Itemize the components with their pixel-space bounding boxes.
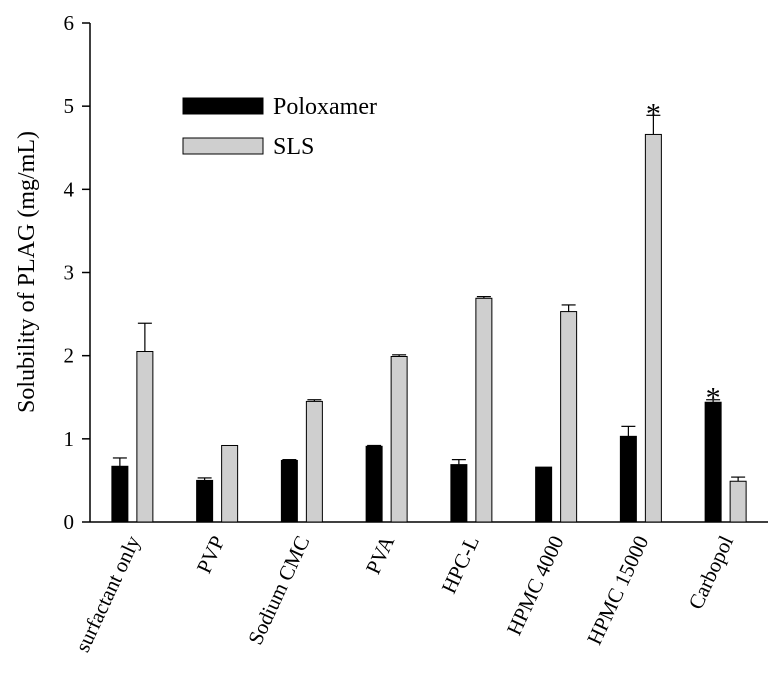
bar: [450, 464, 468, 523]
bars: **: [111, 97, 747, 523]
y-tick-label: 0: [64, 510, 75, 534]
bar: [729, 480, 747, 523]
category-label: HPMC 15000: [582, 532, 653, 648]
category-label: PVP: [192, 532, 230, 577]
legend-label: Poloxamer: [273, 94, 377, 120]
bar: [365, 445, 383, 523]
bar: [196, 479, 214, 523]
bar: [221, 444, 239, 523]
legend-label: SLS: [273, 134, 314, 160]
y-tick-label: 1: [64, 427, 75, 451]
category-label: PVA: [361, 531, 400, 578]
bar: [111, 465, 129, 523]
significance-marker: *: [646, 97, 661, 130]
legend-swatch: [182, 137, 264, 155]
category-labels: surfactant only PVP Sodium CMC PVA HPC-L HPMC…: [70, 531, 738, 656]
category-label: HPC-L: [437, 532, 484, 597]
bar: [704, 401, 722, 523]
bar: [280, 459, 298, 523]
y-tick-label: 4: [64, 177, 75, 201]
y-axis: 0 1 2 3 4 5 6: [64, 11, 91, 534]
bar: [644, 133, 662, 523]
category-label: surfactant only: [70, 532, 145, 656]
bar: [305, 400, 323, 523]
bar: [390, 355, 408, 523]
bar: [475, 297, 493, 523]
bar: [619, 435, 637, 523]
y-tick-label: 6: [64, 11, 75, 35]
category-label: Carbopol: [683, 532, 738, 613]
significance-marker: *: [706, 382, 721, 415]
legend-swatch: [182, 97, 264, 115]
category-label: Sodium CMC: [243, 532, 314, 648]
y-tick-label: 2: [64, 344, 75, 368]
y-tick-label: 3: [64, 261, 75, 285]
bar: [535, 466, 553, 523]
y-axis-title: Solubility of PLAG (mg/mL): [14, 131, 40, 413]
category-label: HPMC 4000: [502, 532, 569, 639]
y-tick-label: 5: [64, 94, 75, 118]
bar: [560, 311, 578, 523]
bar: [136, 351, 154, 523]
legend: Poloxamer SLS: [182, 94, 377, 160]
